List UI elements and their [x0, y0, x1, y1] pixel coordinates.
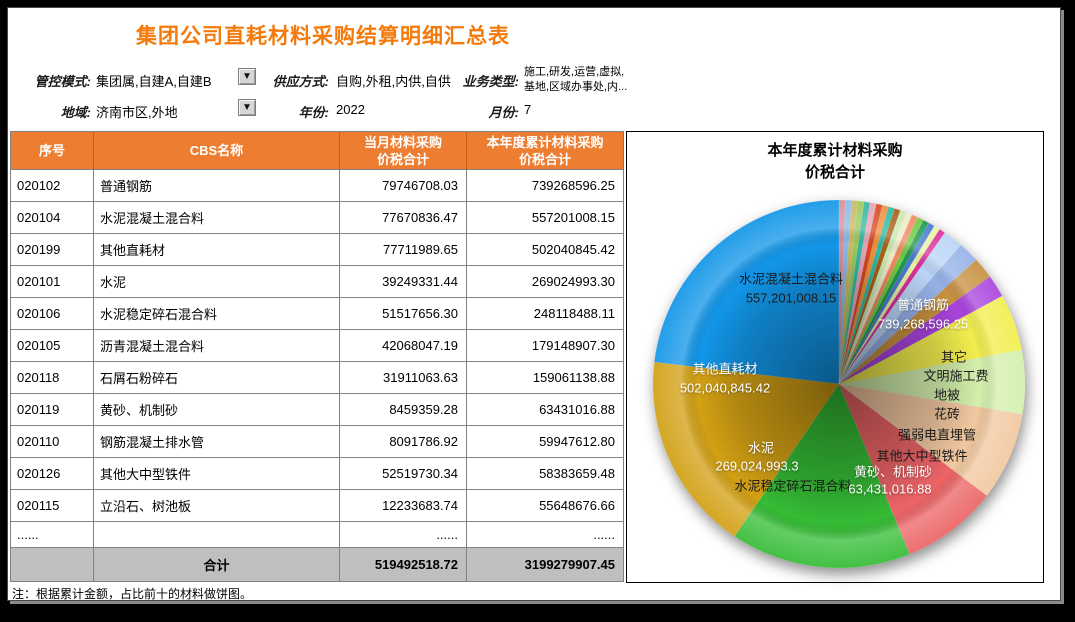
table-cell-ytd-value: 59947612.80	[467, 426, 624, 458]
filter-value-region[interactable]: 济南市区,外地	[96, 105, 178, 120]
table-cell-month-value: 52519730.34	[340, 458, 467, 490]
filter-value-year[interactable]: 2022	[336, 102, 365, 117]
table-cell-code: 020101	[11, 266, 94, 298]
pie-slice-普通钢筋[interactable]	[654, 199, 840, 385]
filter-label-year: 年份:	[298, 105, 329, 120]
table-cell-code: 020106	[11, 298, 94, 330]
table-cell-code: 020119	[11, 394, 94, 426]
table-header-col0: 序号	[11, 132, 94, 170]
table-cell-ellipsis: ......	[340, 522, 467, 548]
table-cell-ytd-value: 502040845.42	[467, 234, 624, 266]
chart-title-line1: 本年度累计材料采购	[767, 142, 903, 159]
page-title: 集团公司直耗材料采购结算明细汇总表	[136, 25, 510, 48]
table-cell-month-value: 42068047.19	[340, 330, 467, 362]
table-cell-ytd-value: 179148907.30	[467, 330, 624, 362]
table-cell-ytd-value: 159061138.88	[467, 362, 624, 394]
total-row-empty-cell	[11, 548, 94, 582]
pie-chart	[652, 199, 1026, 569]
table-cell-ytd-value: 557201008.15	[467, 202, 624, 234]
table-cell-ellipsis	[94, 522, 340, 548]
table-cell-ytd-value: 55648676.66	[467, 490, 624, 522]
region-dropdown-button[interactable]: ▼	[238, 99, 256, 116]
table-cell-ytd-value: 58383659.48	[467, 458, 624, 490]
control-mode-dropdown-button[interactable]: ▼	[238, 68, 256, 85]
table-cell-name: 沥青混凝土混合料	[94, 330, 340, 362]
table-cell-name: 石屑石粉碎石	[94, 362, 340, 394]
table-cell-name: 立沿石、树池板	[94, 490, 340, 522]
table-cell-name: 其他直耗材	[94, 234, 340, 266]
table-cell-month-value: 77670836.47	[340, 202, 467, 234]
filter-label-control-mode: 管控模式:	[34, 74, 91, 89]
table-cell-ellipsis: ......	[467, 522, 624, 548]
report-window: 集团公司直耗材料采购结算明细汇总表 管控模式: 集团属,自建A,自建B ▼ 供应…	[7, 7, 1061, 601]
table-cell-month-value: 79746708.03	[340, 170, 467, 202]
table-cell-month-value: 8091786.92	[340, 426, 467, 458]
materials-table: 序号 CBS名称 当月材料采购 价税合计 本年度累计材料采购 价税合计 020102 普通钢筋…	[10, 131, 624, 582]
table-cell-name: 钢筋混凝土排水管	[94, 426, 340, 458]
table-cell-ytd-value: 269024993.30	[467, 266, 624, 298]
table-cell-name: 水泥稳定碎石混合料	[94, 298, 340, 330]
filter-value-control-mode[interactable]: 集团属,自建A,自建B	[96, 74, 212, 89]
dropdown-arrow-icon: ▼	[242, 102, 252, 113]
table-cell-code: 020110	[11, 426, 94, 458]
table-cell-code: 020102	[11, 170, 94, 202]
table-cell-month-value: 31911063.63	[340, 362, 467, 394]
table-cell-ellipsis: ......	[11, 522, 94, 548]
table-cell-name: 水泥	[94, 266, 340, 298]
table-cell-month-value: 39249331.44	[340, 266, 467, 298]
table-header-col3: 本年度累计材料采购 价税合计	[467, 132, 624, 170]
table-note: 注：根据累计金额，占比前十的材料做饼图。	[12, 587, 253, 601]
total-row-month-value: 519492518.72	[340, 548, 467, 582]
total-row-label: 合计	[94, 548, 340, 582]
table-cell-code: 020115	[11, 490, 94, 522]
table-cell-name: 水泥混凝土混合料	[94, 202, 340, 234]
chart-panel: 本年度累计材料采购 价税合计 普通钢筋 739,268,596.25 水泥混凝土混合…	[626, 131, 1044, 583]
table-cell-month-value: 12233683.74	[340, 490, 467, 522]
table-cell-code: 020126	[11, 458, 94, 490]
filter-value-supply-mode[interactable]: 自购,外租,内供,自供	[336, 74, 451, 89]
table-cell-month-value: 51517656.30	[340, 298, 467, 330]
dropdown-arrow-icon: ▼	[242, 71, 252, 82]
table-cell-month-value: 8459359.28	[340, 394, 467, 426]
table-cell-ytd-value: 739268596.25	[467, 170, 624, 202]
table-header-col2: 当月材料采购 价税合计	[340, 132, 467, 170]
table-cell-code: 020104	[11, 202, 94, 234]
total-row-ytd-value: 3199279907.45	[467, 548, 624, 582]
filter-label-month: 月份:	[488, 105, 519, 120]
chart-title: 本年度累计材料采购 价税合计	[627, 140, 1043, 184]
table-cell-name: 普通钢筋	[94, 170, 340, 202]
filter-value-business-type[interactable]: 施工,研发,运营,虚拟, 基地,区域办事处,内...	[524, 66, 628, 93]
table-cell-code: 020118	[11, 362, 94, 394]
chart-title-line2: 价税合计	[804, 164, 865, 181]
filter-label-region: 地域:	[60, 105, 91, 120]
table-cell-name: 黄砂、机制砂	[94, 394, 340, 426]
table-cell-name: 其他大中型铁件	[94, 458, 340, 490]
table-cell-code: 020105	[11, 330, 94, 362]
filter-label-business-type: 业务类型:	[462, 74, 519, 89]
table-cell-ytd-value: 248118488.11	[467, 298, 624, 330]
table-cell-code: 020199	[11, 234, 94, 266]
filter-value-month[interactable]: 7	[524, 102, 532, 117]
filter-label-supply-mode: 供应方式:	[272, 74, 329, 89]
table-cell-month-value: 77711989.65	[340, 234, 467, 266]
table-header-col1: CBS名称	[94, 132, 340, 170]
table-cell-ytd-value: 63431016.88	[467, 394, 624, 426]
